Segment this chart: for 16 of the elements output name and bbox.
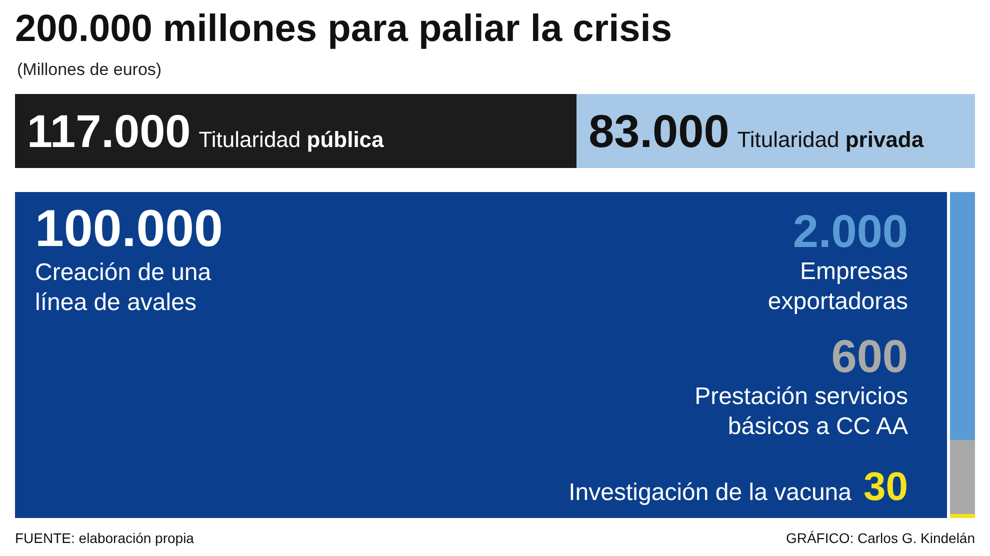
text: GRÁFICO: Carlos G. Kindelán xyxy=(786,530,975,546)
chart-subtitle: (Millones de euros) xyxy=(17,60,162,80)
data-label: 117.000 xyxy=(27,105,191,157)
source-note: FUENTE: elaboración propia xyxy=(15,530,194,546)
data-label: 2.000 xyxy=(792,205,908,257)
series-label: Titularidad privada xyxy=(737,127,924,152)
series-label: Titularidad pública xyxy=(198,127,385,152)
category-label: Prestación servicios básicos a CC AA xyxy=(694,382,908,442)
data-label: 30 xyxy=(864,465,908,510)
category-label: Investigación de la vacuna xyxy=(568,479,852,507)
chart-title: 200.000 millones para paliar la crisis xyxy=(15,8,672,51)
data-label: 600 xyxy=(830,330,908,382)
category-label: Creación de una línea de avales xyxy=(35,258,212,318)
data-label: 83.000 xyxy=(588,105,730,157)
data-label: 100.000 xyxy=(35,200,224,258)
category-label: Empresas exportadoras xyxy=(766,257,908,317)
